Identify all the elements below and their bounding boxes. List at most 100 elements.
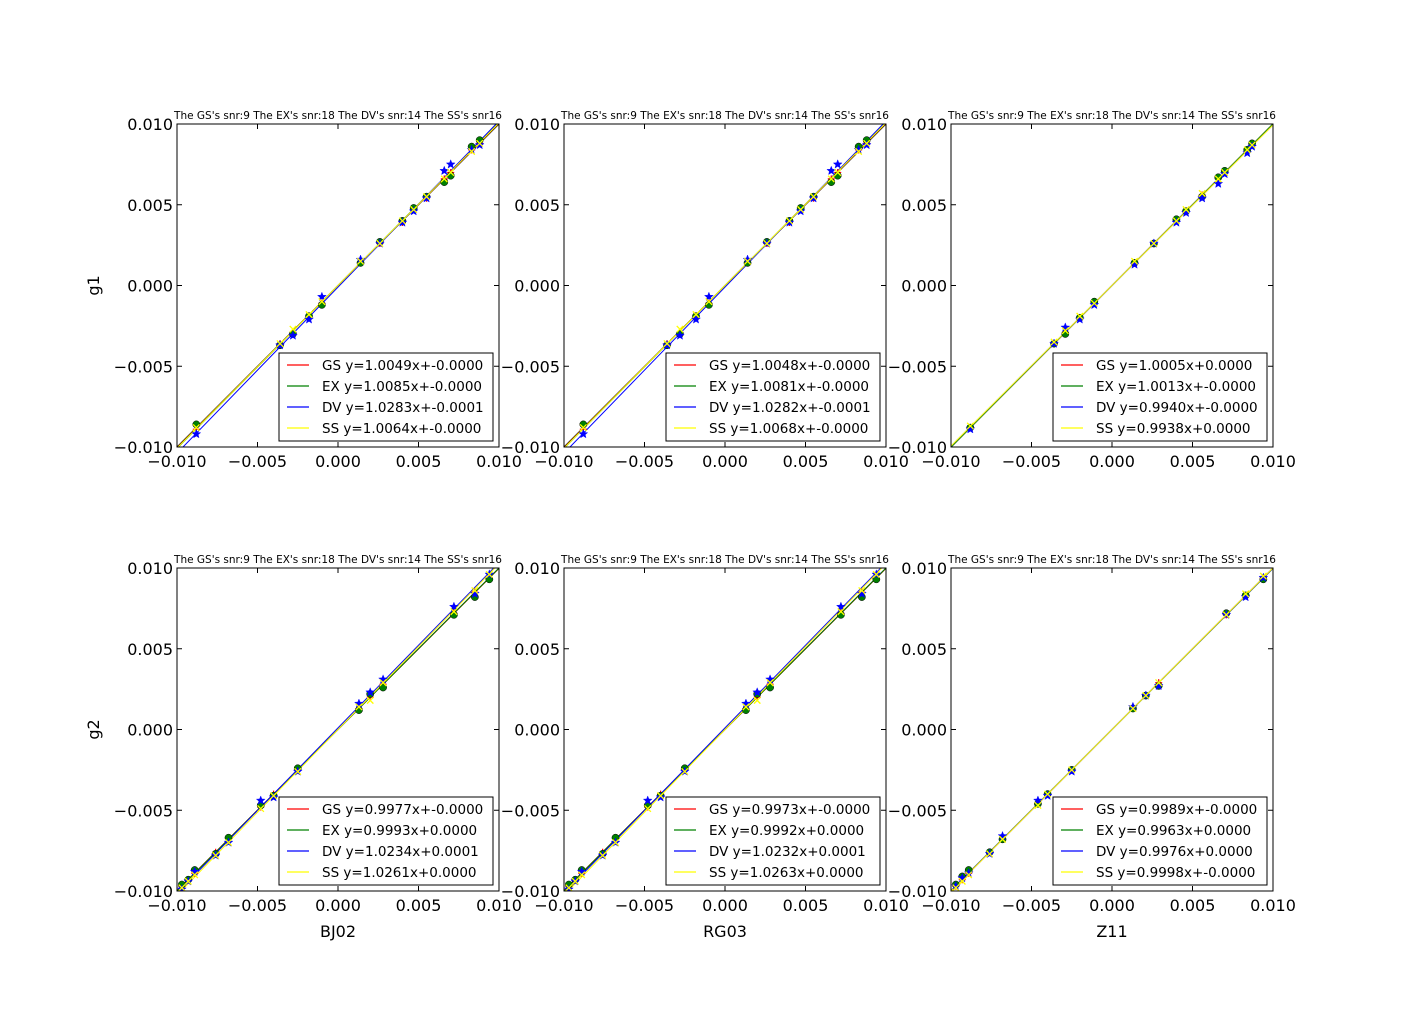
legend-label-ex: EX y=0.9992x+0.0000 <box>709 823 864 839</box>
data-point <box>354 698 364 708</box>
data-point <box>611 838 620 847</box>
data-point <box>365 687 376 697</box>
y-tick-label: 0.000 <box>127 277 173 296</box>
data-point <box>797 205 805 214</box>
y-tick-label: 0.010 <box>514 115 560 134</box>
data-point <box>1172 217 1181 225</box>
y-tick-label: −0.010 <box>501 882 560 901</box>
data-point <box>305 310 313 319</box>
data-point <box>255 795 266 805</box>
data-point <box>656 792 665 800</box>
data-point <box>1042 790 1053 800</box>
x-tick-label: 0.005 <box>783 452 829 471</box>
data-point <box>191 428 202 439</box>
series-dv <box>965 141 1257 434</box>
legend: GS y=1.0005x+0.0000 EX y=1.0013x+-0.0000 D… <box>1052 352 1268 442</box>
data-point <box>1061 327 1069 335</box>
x-tick-label: −0.010 <box>147 896 206 915</box>
data-point <box>1074 314 1085 324</box>
data-point <box>410 205 418 214</box>
data-point <box>440 175 448 183</box>
y-tick-label: −0.005 <box>501 801 560 820</box>
legend-label-gs: GS y=1.0049x+-0.0000 <box>322 358 483 374</box>
data-point <box>966 422 974 430</box>
subplot-1: −0.010 −0.005 0.000 0.005 0.010 −0.010 −0.005 0… <box>84 110 522 471</box>
data-point <box>691 314 701 324</box>
data-point <box>766 683 774 692</box>
series-ss <box>966 141 1256 430</box>
data-point <box>1090 299 1098 307</box>
data-point <box>1219 168 1230 179</box>
data-point <box>1060 322 1071 332</box>
legend-label-gs: GS y=1.0048x+-0.0000 <box>709 358 870 374</box>
data-point <box>579 423 587 432</box>
data-point <box>795 206 806 216</box>
subplot-title: The GS's snr:9 The EX's snr:18 The DV's … <box>173 554 502 566</box>
data-point <box>1142 691 1150 700</box>
data-point <box>1129 259 1140 269</box>
x-tick-label: −0.005 <box>1002 452 1061 471</box>
data-point <box>1222 611 1230 619</box>
legend-label-gs: GS y=0.9977x+-0.0000 <box>322 802 483 818</box>
data-point <box>965 871 973 879</box>
legend-label-dv: DV y=1.0283x+-0.0001 <box>322 400 484 416</box>
subplot-5: −0.010 −0.005 0.000 0.005 0.010 −0.010 −0.005 0… <box>501 554 909 941</box>
x-tick-label: −0.010 <box>534 452 593 471</box>
legend-label-ex: EX y=0.9963x+0.0000 <box>1096 823 1251 839</box>
data-point <box>763 239 771 248</box>
data-point <box>318 297 326 306</box>
legend: GS y=0.9977x+-0.0000 EX y=0.9993x+0.0000 D… <box>278 796 494 886</box>
data-point <box>809 193 818 201</box>
y-axis-label: g1 <box>84 275 103 295</box>
data-point <box>655 792 666 802</box>
y-tick-label: 0.000 <box>514 721 560 740</box>
data-point <box>765 674 775 684</box>
series-ss <box>192 139 484 432</box>
data-point <box>854 147 863 156</box>
subplot-title: The GS's snr:9 The EX's snr:18 The DV's … <box>947 110 1276 122</box>
data-point <box>705 297 713 306</box>
data-point <box>408 206 419 216</box>
data-point <box>1197 193 1208 203</box>
subplot-2: −0.010 −0.005 0.000 0.005 0.010 −0.010 −0.005 0… <box>501 110 909 471</box>
data-point <box>376 239 384 248</box>
data-point <box>663 339 671 348</box>
data-point <box>379 683 387 692</box>
legend: GS y=0.9973x+-0.0000 EX y=0.9992x+0.0000 D… <box>665 796 881 886</box>
data-point <box>289 325 297 333</box>
legend-box <box>1052 796 1268 886</box>
data-point <box>1214 175 1222 183</box>
data-point <box>317 291 327 301</box>
data-point <box>1066 766 1077 776</box>
x-tick-label: 0.010 <box>863 896 909 915</box>
data-point <box>752 687 763 697</box>
data-point <box>447 168 455 177</box>
x-tick-label: −0.005 <box>228 452 287 471</box>
x-tick-label: −0.005 <box>1002 896 1061 915</box>
data-point <box>450 607 458 616</box>
data-point <box>469 588 480 599</box>
data-point <box>872 570 880 579</box>
y-tick-label: −0.005 <box>114 357 173 376</box>
data-point <box>378 674 388 684</box>
data-point <box>1259 572 1267 580</box>
data-point <box>422 193 431 201</box>
data-point <box>1049 338 1059 348</box>
x-tick-label: 0.010 <box>476 452 522 471</box>
data-point <box>1182 205 1190 214</box>
x-tick-label: 0.005 <box>396 896 442 915</box>
data-point <box>1181 207 1191 217</box>
data-point <box>1258 572 1269 582</box>
data-point <box>785 217 794 225</box>
data-point <box>355 703 363 711</box>
data-point <box>269 792 278 800</box>
data-point <box>276 339 284 348</box>
legend: GS y=1.0049x+-0.0000 EX y=1.0085x+-0.0000… <box>278 352 494 442</box>
y-tick-label: 0.005 <box>514 196 560 215</box>
x-tick-label: 0.005 <box>1170 896 1216 915</box>
data-point <box>997 830 1008 841</box>
legend-label-ex: EX y=1.0085x+-0.0000 <box>322 379 482 395</box>
data-point <box>642 795 653 805</box>
legend-label-dv: DV y=1.0232x+0.0001 <box>709 844 866 860</box>
plot-area <box>177 124 499 447</box>
